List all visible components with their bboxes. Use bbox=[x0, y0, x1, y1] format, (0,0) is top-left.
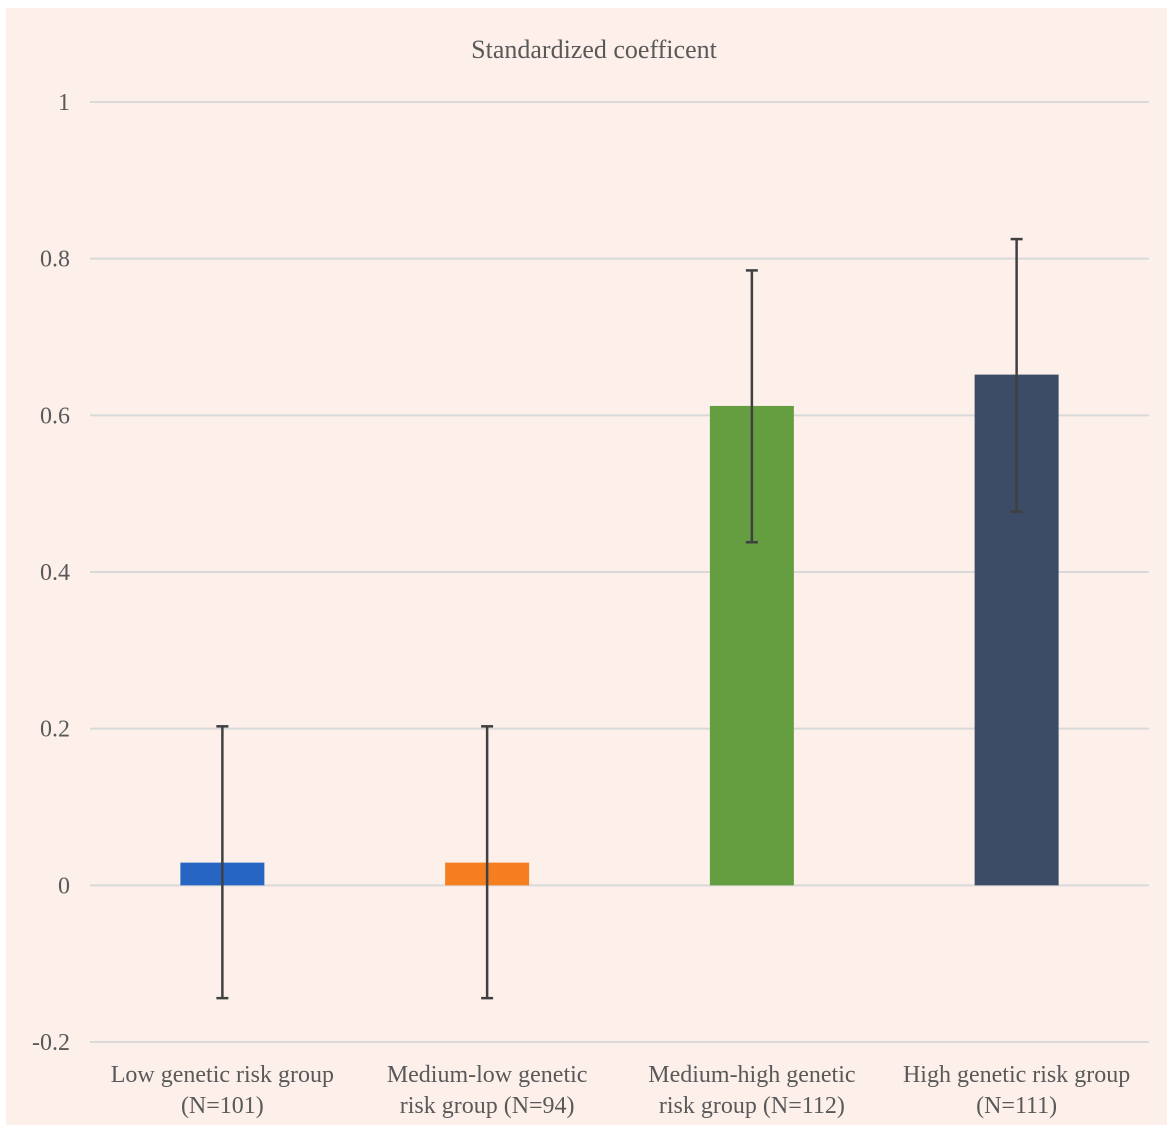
x-tick-label: (N=111) bbox=[976, 1093, 1057, 1119]
y-tick-label: 0 bbox=[58, 873, 70, 899]
x-tick-label: High genetic risk group bbox=[903, 1062, 1130, 1088]
error-bars bbox=[216, 237, 1023, 1000]
x-tick-label: risk group (N=112) bbox=[659, 1093, 845, 1119]
y-axis-ticks: -0.2 0 0.2 0.4 0.6 0.8 1 bbox=[32, 90, 70, 1056]
x-tick-label: Medium-low genetic bbox=[387, 1062, 588, 1088]
y-tick-label: 0.4 bbox=[40, 560, 70, 586]
y-tick-label: 0.8 bbox=[40, 247, 70, 273]
y-tick-label: 0.6 bbox=[40, 403, 70, 429]
chart-area: Standardized coefficent -0.2 0 0.2 0.4 0.6 0.… bbox=[6, 8, 1167, 1125]
y-tick-label: 1 bbox=[58, 90, 70, 116]
x-tick-label: Low genetic risk group bbox=[111, 1062, 334, 1088]
bar-chart: Standardized coefficent -0.2 0 0.2 0.4 0.6 0.… bbox=[32, 35, 1149, 1119]
bars bbox=[180, 374, 1059, 886]
x-tick-label: Medium-high genetic bbox=[648, 1062, 855, 1088]
gridlines bbox=[90, 101, 1149, 1043]
y-tick-label: -0.2 bbox=[32, 1030, 70, 1056]
y-tick-label: 0.2 bbox=[40, 717, 70, 743]
x-tick-label: (N=101) bbox=[181, 1093, 264, 1119]
x-tick-label: risk group (N=94) bbox=[400, 1093, 575, 1119]
chart-title: Standardized coefficent bbox=[471, 35, 717, 64]
x-axis-labels: Low genetic risk group (N=101) Medium-low … bbox=[111, 1062, 1131, 1119]
